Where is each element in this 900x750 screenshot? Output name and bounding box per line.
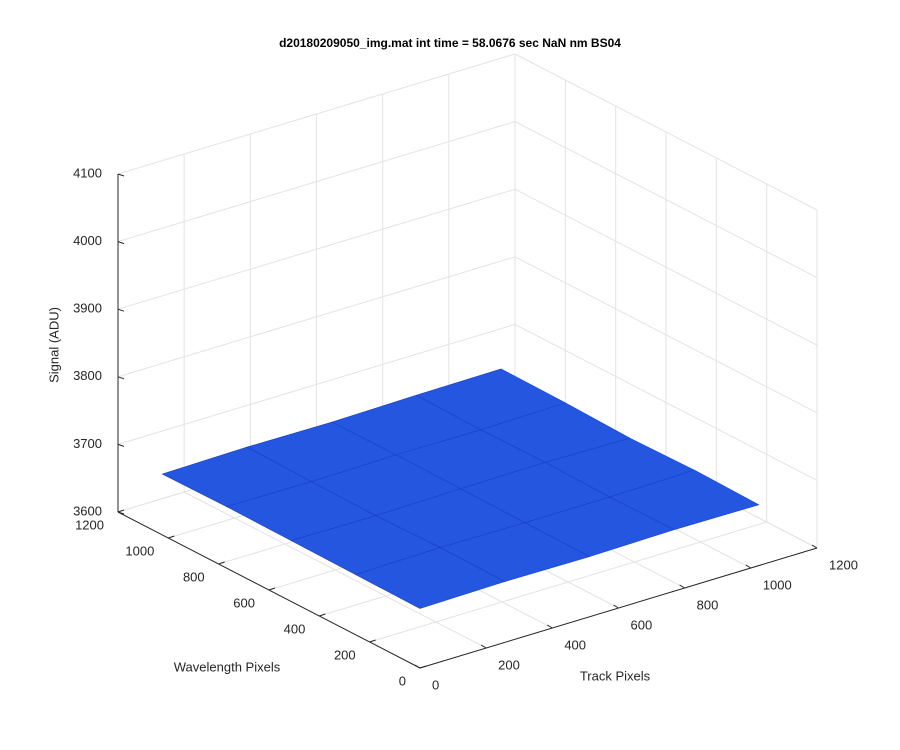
y-tick xyxy=(268,587,276,591)
x-tick xyxy=(745,564,752,569)
z-tick-label: 3800 xyxy=(73,368,102,383)
y-tick xyxy=(218,561,225,565)
x-tick xyxy=(547,624,553,629)
x-tick-label: 800 xyxy=(697,597,719,612)
y-tick-label: 0 xyxy=(399,673,406,688)
y-tick xyxy=(168,535,175,539)
z-tick xyxy=(117,173,125,177)
x-tick xyxy=(613,604,619,609)
x-tick xyxy=(811,544,818,549)
y-tick-label: 600 xyxy=(233,595,255,610)
y-tick xyxy=(117,509,125,513)
y-tick-label: 200 xyxy=(334,647,356,662)
z-tick xyxy=(117,511,125,515)
y-tick xyxy=(369,639,376,643)
x-tick-label: 400 xyxy=(564,637,586,652)
x-tick xyxy=(480,644,487,649)
z-tick-label: 3700 xyxy=(73,436,102,451)
z-tick xyxy=(117,241,125,245)
y-tick xyxy=(419,665,427,669)
z-tick-label: 3600 xyxy=(73,503,102,518)
surface-patch xyxy=(354,547,506,609)
y-tick-label: 400 xyxy=(284,621,306,636)
y-tick-label: 1200 xyxy=(75,517,104,532)
grid-line xyxy=(369,521,767,643)
z-axis-label: Signal (ADU) xyxy=(46,307,61,383)
z-tick xyxy=(117,443,125,447)
z-tick-label: 4000 xyxy=(73,233,102,248)
x-axis-label: Track Pixels xyxy=(580,668,651,683)
x-tick xyxy=(414,664,421,669)
y-tick xyxy=(319,613,326,617)
z-tick-label: 4100 xyxy=(73,165,102,180)
z-tick-label: 3900 xyxy=(73,301,102,316)
x-tick-label: 0 xyxy=(432,677,439,692)
y-axis-label: Wavelength Pixels xyxy=(174,659,281,674)
y-tick-label: 800 xyxy=(183,569,205,584)
z-tick xyxy=(117,308,125,312)
z-tick xyxy=(117,376,125,380)
chart-title: d20180209050_img.mat int time = 58.0676 … xyxy=(279,36,621,50)
x-tick-label: 1200 xyxy=(829,557,858,572)
x-tick-label: 600 xyxy=(631,617,653,632)
y-tick-label: 1000 xyxy=(125,543,154,558)
x-tick xyxy=(679,584,685,589)
x-tick-label: 1000 xyxy=(763,577,792,592)
x-tick-label: 200 xyxy=(498,657,520,672)
